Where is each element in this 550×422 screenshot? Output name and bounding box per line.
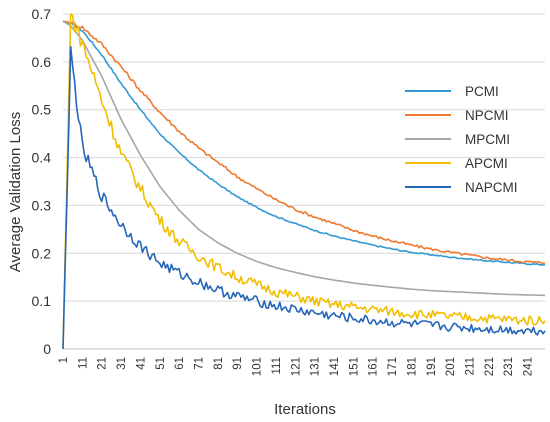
x-tick-label: 231 xyxy=(503,357,515,376)
y-axis-title: Average Validation Loss xyxy=(7,112,24,272)
x-tick-label: 241 xyxy=(523,357,535,376)
x-tick-label: 181 xyxy=(406,357,418,376)
x-tick-label: 81 xyxy=(213,357,225,370)
x-tick-label: 131 xyxy=(310,357,322,376)
legend-label-apcmi: APCMI xyxy=(465,156,508,171)
x-tick-label: 11 xyxy=(77,357,89,369)
legend-label-mpcmi: MPCMI xyxy=(465,132,510,147)
x-tick-label: 211 xyxy=(465,357,477,375)
x-tick-label: 91 xyxy=(232,357,244,370)
series-line-pcmi xyxy=(62,20,546,266)
axes: 00.10.20.30.40.50.60.71 11 21 31 41 51 61 71 81 9… xyxy=(32,6,545,376)
series-line-npcmi xyxy=(62,20,546,265)
x-tick-label: 121 xyxy=(290,357,302,376)
x-tick-label: 201 xyxy=(445,357,457,376)
y-tick-label: 0.1 xyxy=(32,293,52,309)
legend-label-pcmi: PCMI xyxy=(465,84,499,99)
y-tick-label: 0.5 xyxy=(32,102,52,118)
y-tick-label: 0.4 xyxy=(32,150,52,166)
series-lines xyxy=(62,13,546,350)
legend-label-npcmi: NPCMI xyxy=(465,108,509,123)
series-line-napcmi xyxy=(62,45,546,350)
legend-label-napcmi: NAPCMI xyxy=(465,180,518,195)
x-tick-label: 51 xyxy=(155,357,167,370)
gridlines xyxy=(63,13,545,350)
x-tick-label: 161 xyxy=(368,357,380,376)
series-line-apcmi xyxy=(62,13,546,350)
x-tick-label: 111 xyxy=(271,357,283,374)
x-tick-label: 191 xyxy=(426,357,438,376)
y-tick-label: 0.7 xyxy=(32,6,52,22)
x-tick-label: 61 xyxy=(174,357,186,370)
x-tick-label: 71 xyxy=(194,357,206,370)
x-tick-label: 31 xyxy=(116,357,128,370)
x-tick-label: 21 xyxy=(97,357,109,370)
series-line-mpcmi xyxy=(62,20,546,297)
y-tick-label: 0.2 xyxy=(32,245,52,261)
y-tick-label: 0.6 xyxy=(32,54,52,70)
y-tick-label: 0.3 xyxy=(32,197,52,213)
x-tick-label: 151 xyxy=(348,357,360,376)
x-tick-label: 1 xyxy=(58,357,70,363)
x-tick-label: 41 xyxy=(135,357,147,370)
x-tick-label: 141 xyxy=(329,357,341,376)
legend: PCMI NPCMI MPCMI APCMI NAPCMI xyxy=(405,84,518,195)
x-axis-title: Iterations xyxy=(274,401,336,418)
x-tick-label: 101 xyxy=(252,357,264,376)
y-tick-label: 0 xyxy=(43,341,51,357)
x-tick-label: 171 xyxy=(387,357,399,376)
x-tick-label: 221 xyxy=(484,357,496,376)
